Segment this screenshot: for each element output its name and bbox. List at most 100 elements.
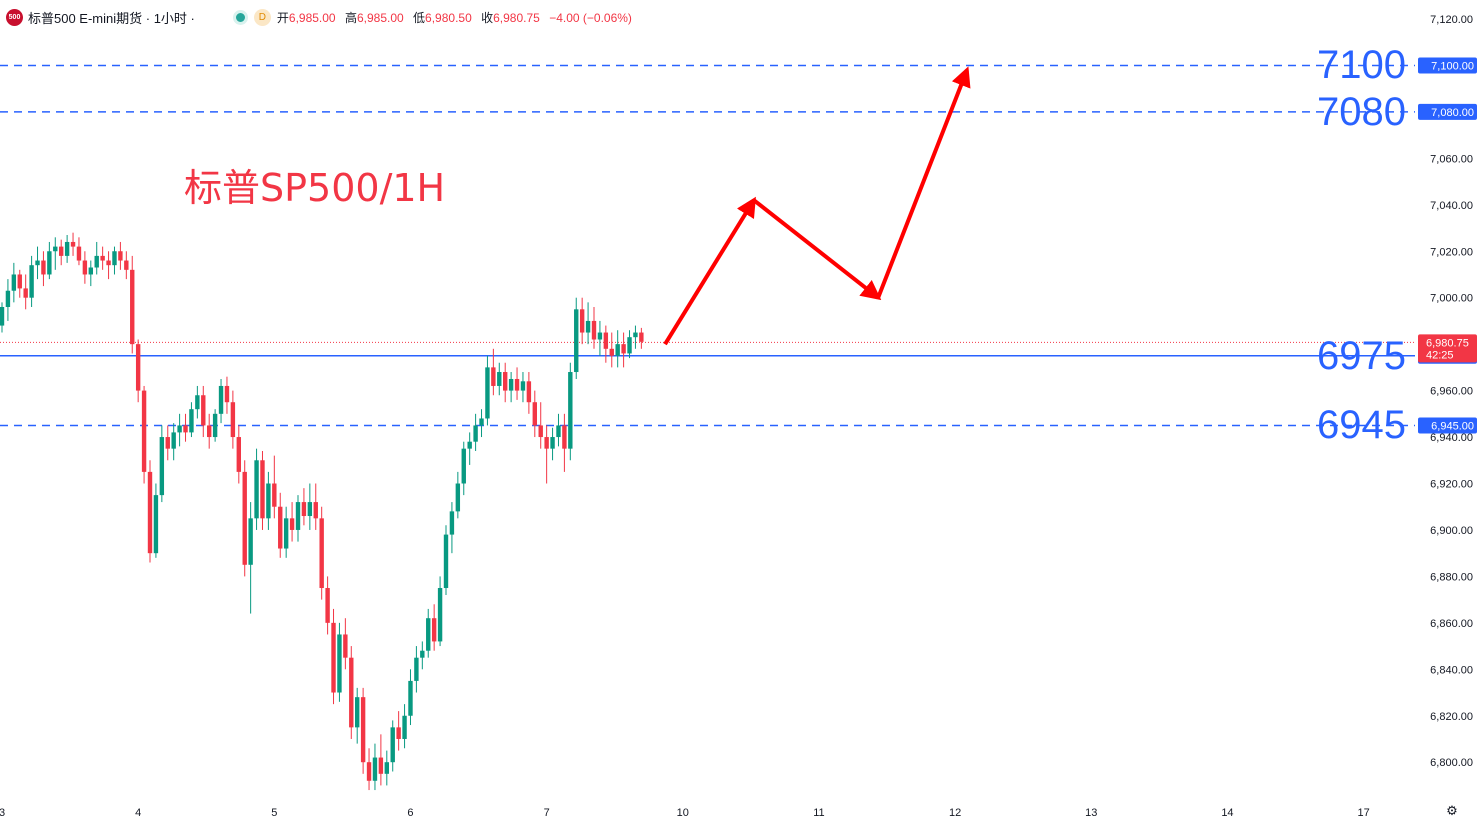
level-tag: 6,945.00 bbox=[1431, 420, 1474, 432]
candle bbox=[118, 241, 123, 270]
candle-body bbox=[384, 762, 389, 774]
level-label-6975[interactable]: 6975 bbox=[1317, 333, 1406, 378]
candle bbox=[532, 390, 537, 438]
price-tick-label: 7,020.00 bbox=[1430, 246, 1473, 258]
candle-body bbox=[236, 437, 241, 472]
settings-icon[interactable]: ⚙ bbox=[1446, 803, 1458, 818]
candle bbox=[585, 302, 591, 345]
time-tick-label: 14 bbox=[1221, 807, 1233, 819]
candle-body bbox=[443, 534, 449, 589]
time-tick-label: 11 bbox=[813, 807, 824, 819]
candle bbox=[538, 402, 543, 449]
low-value: 6,980.50 bbox=[425, 10, 472, 25]
candle-body bbox=[159, 437, 165, 496]
candle bbox=[47, 241, 52, 280]
candle-body bbox=[615, 344, 620, 356]
candle bbox=[35, 246, 40, 280]
chart-annotation[interactable]: 标普SP500/1H bbox=[184, 166, 446, 210]
last-price-tag-bg bbox=[1418, 334, 1477, 363]
candle-body bbox=[82, 260, 88, 275]
candle-body bbox=[402, 715, 407, 739]
candle bbox=[289, 502, 295, 542]
high-value: 6,985.00 bbox=[356, 10, 404, 25]
candle-body bbox=[23, 288, 28, 298]
candle-body bbox=[503, 372, 508, 391]
candle-body bbox=[283, 518, 289, 549]
candle bbox=[165, 425, 170, 461]
candle bbox=[301, 488, 307, 526]
time-tick-label: 17 bbox=[1357, 807, 1369, 819]
candle bbox=[212, 409, 218, 442]
candle-body bbox=[556, 425, 561, 438]
candle-body bbox=[272, 483, 277, 507]
candle bbox=[366, 748, 372, 791]
candle-body bbox=[254, 460, 259, 519]
candle-body bbox=[431, 618, 437, 642]
candle bbox=[236, 425, 241, 484]
candle bbox=[224, 376, 230, 414]
candle bbox=[272, 455, 277, 519]
time-tick-label: 13 bbox=[1085, 807, 1097, 819]
level-label-6945[interactable]: 6945 bbox=[1317, 403, 1406, 448]
candle-body bbox=[124, 260, 129, 270]
candle-body bbox=[337, 634, 342, 693]
candle bbox=[349, 646, 354, 739]
candle bbox=[124, 251, 129, 280]
candle-body bbox=[5, 290, 11, 307]
time-tick-label: 4 bbox=[135, 807, 141, 819]
candle-body bbox=[59, 246, 64, 256]
candle bbox=[319, 506, 324, 600]
candle bbox=[189, 402, 194, 438]
candle-body bbox=[70, 241, 76, 247]
candle-body bbox=[455, 483, 461, 512]
price-tick-label: 7,000.00 bbox=[1430, 293, 1473, 305]
candle bbox=[426, 608, 431, 658]
projection-arrow bbox=[663, 196, 756, 346]
candle bbox=[479, 409, 484, 438]
candle-body bbox=[633, 332, 638, 338]
candle bbox=[64, 234, 70, 263]
candle bbox=[171, 423, 176, 461]
candle bbox=[467, 432, 472, 465]
price-axis[interactable]: 7,120.00 7,100.00 7,080.00 7,060.00 7,040.00… bbox=[1418, 14, 1477, 769]
candle-body bbox=[141, 390, 147, 472]
level-label-7100[interactable]: 7100 bbox=[1317, 43, 1406, 88]
level-tag-bg bbox=[1418, 103, 1477, 120]
price-tick-label: 7,060.00 bbox=[1430, 153, 1473, 165]
level-tag-bg bbox=[1418, 417, 1477, 434]
time-axis[interactable]: 3 4 5 6 7 10 11 12 13 14 17 bbox=[0, 807, 1370, 819]
candle-body bbox=[319, 518, 324, 589]
candle bbox=[550, 427, 555, 461]
candle bbox=[414, 646, 419, 693]
time-tick-label: 3 bbox=[0, 807, 5, 819]
candle-body bbox=[47, 251, 52, 275]
candle bbox=[82, 251, 88, 284]
candle-body bbox=[260, 460, 265, 519]
delay-badge[interactable]: D bbox=[253, 8, 271, 26]
symbol-title[interactable]: 标普500 E-mini期货 · 1小时 · bbox=[28, 10, 195, 26]
candle bbox=[29, 255, 34, 307]
symbol-icon[interactable]: 500 bbox=[6, 8, 23, 26]
candle-body bbox=[420, 650, 425, 658]
candle bbox=[230, 390, 236, 449]
time-tick-label: 7 bbox=[544, 807, 550, 819]
candle bbox=[343, 618, 348, 670]
candle bbox=[147, 460, 153, 563]
candle-body bbox=[479, 418, 484, 426]
candle bbox=[0, 302, 5, 333]
time-tick-label: 10 bbox=[677, 807, 689, 819]
price-tick-label: 6,900.00 bbox=[1430, 525, 1473, 537]
candle-body bbox=[76, 246, 82, 261]
candle bbox=[556, 413, 561, 447]
level-label-7080[interactable]: 7080 bbox=[1317, 89, 1406, 134]
candle-body bbox=[165, 437, 170, 449]
candle bbox=[615, 330, 620, 368]
candle-body bbox=[579, 309, 585, 333]
candle bbox=[562, 413, 567, 472]
candle bbox=[591, 306, 597, 349]
candle bbox=[597, 320, 603, 356]
candle-body bbox=[568, 372, 573, 449]
price-tick-label: 6,800.00 bbox=[1430, 757, 1473, 769]
candle bbox=[508, 372, 514, 403]
